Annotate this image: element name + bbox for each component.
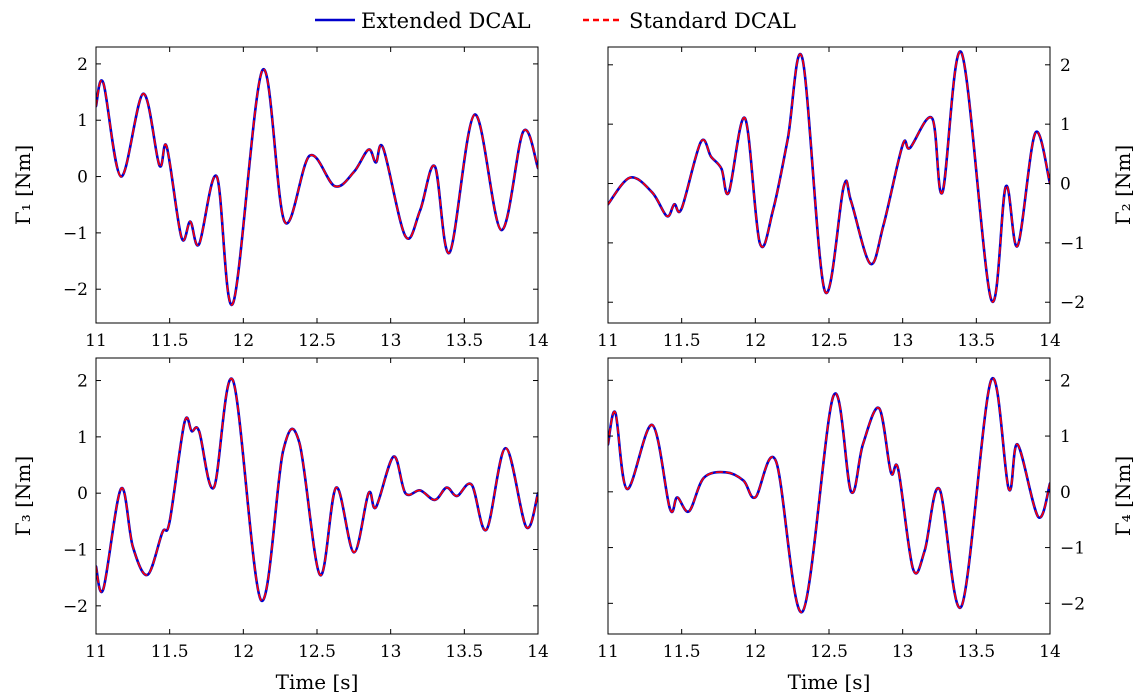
y-tick-label: 0 (1060, 483, 1071, 503)
series-line-standard-dcal (96, 377, 538, 602)
x-tick-label: 13 (380, 331, 402, 351)
x-tick-label: 13 (380, 642, 402, 662)
y-tick-label: 2 (1060, 56, 1071, 76)
y-axis-label: Γ₁ [Nm] (11, 145, 35, 225)
x-tick-label: 12 (745, 642, 767, 662)
y-tick-label: 0 (77, 484, 88, 504)
series-line-extended-dcal (608, 50, 1050, 304)
y-tick-label: −2 (63, 280, 88, 300)
x-tick-label: 11 (597, 331, 619, 351)
x-tick-label: 13.5 (445, 331, 483, 351)
x-tick-label: 12.5 (810, 331, 848, 351)
series-group (608, 376, 1050, 614)
y-tick-label: −2 (1060, 293, 1085, 313)
y-axis-label: Γ₃ [Nm] (11, 456, 35, 536)
legend: Extended DCAL Standard DCAL (315, 9, 796, 33)
y-tick-label: −1 (1060, 539, 1085, 559)
plot-frame (95, 357, 539, 635)
y-axis-label: Γ₂ [Nm] (1111, 145, 1135, 225)
y-tick-label: 1 (77, 111, 88, 131)
series-line-standard-dcal (96, 68, 538, 306)
x-tick-label: 12.5 (298, 331, 336, 351)
x-tick-label: 11.5 (151, 331, 189, 351)
x-tick-label: 12.5 (810, 642, 848, 662)
y-tick-label: 2 (77, 372, 88, 392)
x-tick-label: 14 (1039, 642, 1061, 662)
y-tick-label: 1 (1060, 427, 1071, 447)
y-tick-label: 0 (1060, 175, 1071, 195)
x-tick-label: 12 (233, 642, 255, 662)
y-tick-label: −2 (63, 597, 88, 617)
x-tick-label: 11.5 (663, 642, 701, 662)
x-tick-label: 14 (527, 642, 549, 662)
x-tick-label: 11.5 (663, 331, 701, 351)
x-tick-label: 12.5 (298, 642, 336, 662)
y-tick-label: 2 (77, 55, 88, 75)
plot-frame (607, 357, 1051, 635)
series-line-standard-dcal (608, 50, 1050, 303)
y-axis-label: Γ₄ [Nm] (1111, 456, 1135, 536)
y-tick-label: −1 (63, 541, 88, 561)
series-group (608, 50, 1050, 304)
legend-label-extended-dcal: Extended DCAL (361, 9, 531, 33)
x-tick-label: 11 (85, 331, 107, 351)
series-line-extended-dcal (96, 68, 538, 307)
x-tick-label: 12 (745, 331, 767, 351)
y-tick-label: −1 (1060, 234, 1085, 254)
series-group (96, 377, 538, 602)
x-tick-label: 11 (597, 642, 619, 662)
x-tick-label: 14 (527, 331, 549, 351)
series-line-standard-dcal (608, 377, 1050, 613)
plot-frame (95, 46, 539, 324)
y-tick-label: 1 (77, 428, 88, 448)
y-tick-label: 0 (77, 168, 88, 188)
x-axis-label: Time [s] (788, 670, 871, 694)
x-tick-label: 11 (85, 642, 107, 662)
x-tick-label: 13.5 (957, 642, 995, 662)
y-tick-label: 2 (1060, 371, 1071, 391)
x-tick-label: 13 (892, 331, 914, 351)
x-axis-label: Time [s] (276, 670, 359, 694)
series-line-extended-dcal (608, 376, 1050, 614)
x-tick-label: 13.5 (445, 642, 483, 662)
x-tick-label: 12 (233, 331, 255, 351)
legend-label-standard-dcal: Standard DCAL (629, 9, 796, 33)
y-tick-label: −1 (63, 224, 88, 244)
y-tick-label: 1 (1060, 115, 1071, 135)
x-tick-label: 11.5 (151, 642, 189, 662)
plot-frame (607, 46, 1051, 324)
x-tick-label: 13.5 (957, 331, 995, 351)
series-group (96, 68, 538, 307)
x-tick-label: 14 (1039, 331, 1061, 351)
y-tick-label: −2 (1060, 594, 1085, 614)
x-tick-label: 13 (892, 642, 914, 662)
